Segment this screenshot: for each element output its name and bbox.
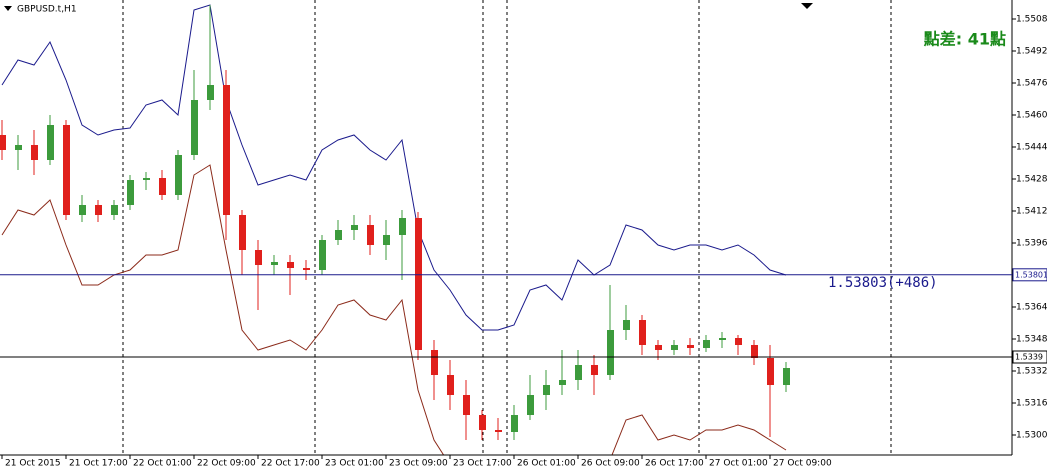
y-tick-label: 1.54760 [1016, 79, 1047, 89]
candle-body [0, 135, 6, 150]
candle-body [303, 268, 310, 270]
candle-body [15, 145, 22, 150]
x-tick-label: 27 Oct 09:00 [773, 459, 832, 469]
candle-body [95, 205, 102, 215]
candle-body [415, 218, 422, 350]
candle-body [271, 262, 278, 265]
y-tick-label: 1.54600 [1016, 111, 1047, 121]
y-tick-label: 1.54120 [1016, 207, 1047, 217]
candle-body [431, 350, 438, 375]
candle-body [319, 240, 326, 270]
y-tick-label: 1.54280 [1016, 175, 1047, 185]
candle-body [623, 320, 630, 330]
candle-body [383, 235, 390, 245]
candle-body [63, 125, 70, 215]
x-tick-label: 21 Oct 2015 [5, 459, 61, 469]
candle-body [591, 365, 598, 375]
candle-body [191, 100, 198, 155]
price-label: 1.5339 [1015, 353, 1043, 362]
candle-body [255, 250, 262, 265]
candle-body [639, 320, 646, 345]
band-line [1, 4, 787, 331]
y-tick-label: 1.53960 [1016, 239, 1047, 249]
candle-body [31, 145, 38, 160]
price-label-box [1012, 350, 1047, 364]
x-tick-label: 26 Oct 17:00 [645, 459, 704, 469]
candle-body [335, 230, 342, 240]
candle-body [47, 125, 54, 160]
candle-body [127, 180, 134, 205]
candle-body [367, 225, 374, 245]
x-tick-label: 23 Oct 09:00 [389, 459, 448, 469]
candle-body [751, 345, 758, 358]
candle-body [111, 205, 118, 215]
candle-body [719, 338, 726, 340]
candle-body [159, 178, 166, 195]
candle-body [223, 85, 230, 215]
candle-body [351, 225, 358, 230]
shift-marker[interactable] [801, 3, 813, 9]
y-tick-label: 1.54440 [1016, 143, 1047, 153]
x-tick-label: 22 Oct 17:00 [261, 459, 320, 469]
candle-body [175, 155, 182, 195]
y-tick-label: 1.54920 [1016, 47, 1047, 57]
candle-body [479, 415, 486, 430]
candle-body [287, 262, 294, 268]
candle-body [575, 365, 582, 380]
x-tick-label: 26 Oct 01:00 [517, 459, 576, 469]
candle-body [143, 178, 150, 180]
candle-body [671, 345, 678, 350]
candle-body [463, 395, 470, 415]
spread-label: 點差: 41點 [924, 30, 1006, 49]
candle-body [783, 368, 790, 385]
candle-body [687, 345, 694, 348]
x-tick-label: 21 Oct 17:00 [69, 459, 128, 469]
candle-body [655, 345, 662, 350]
candle-body [703, 340, 710, 348]
menu-icon[interactable] [4, 6, 12, 11]
x-tick-label: 22 Oct 01:00 [133, 459, 192, 469]
y-tick-label: 1.53160 [1016, 399, 1047, 409]
candle-body [607, 330, 614, 375]
x-tick-label: 26 Oct 09:00 [581, 459, 640, 469]
candle-body [399, 218, 406, 235]
x-tick-label: 27 Oct 01:00 [709, 459, 768, 469]
x-tick-label: 23 Oct 01:00 [325, 459, 384, 469]
candle-body [527, 395, 534, 415]
price-label: 1.53801 [1015, 270, 1047, 279]
price-label-box [1012, 268, 1047, 282]
candle-body [447, 375, 454, 395]
y-tick-label: 1.55080 [1016, 15, 1047, 25]
price-annotation: 1.53803(+486) [828, 275, 938, 291]
y-tick-label: 1.53480 [1016, 335, 1047, 345]
candle-body [735, 338, 742, 345]
candle-body [559, 380, 566, 385]
candle-body [239, 215, 246, 250]
y-tick-label: 1.53000 [1016, 431, 1047, 441]
candle-body [511, 415, 518, 432]
x-tick-label: 22 Oct 09:00 [197, 459, 256, 469]
y-tick-label: 1.53320 [1016, 367, 1047, 377]
candle-body [495, 430, 502, 432]
plot-area [0, 4, 790, 455]
candle-body [543, 385, 550, 395]
candle-body [207, 85, 214, 100]
y-tick-label: 1.53640 [1016, 303, 1047, 313]
chart-title: GBPUSD.t,H1 [17, 5, 77, 15]
period-separators [122, 0, 892, 455]
x-tick-label: 23 Oct 17:00 [453, 459, 512, 469]
candle-body [767, 358, 774, 385]
band-line [1, 164, 787, 455]
candle-body [79, 205, 86, 215]
